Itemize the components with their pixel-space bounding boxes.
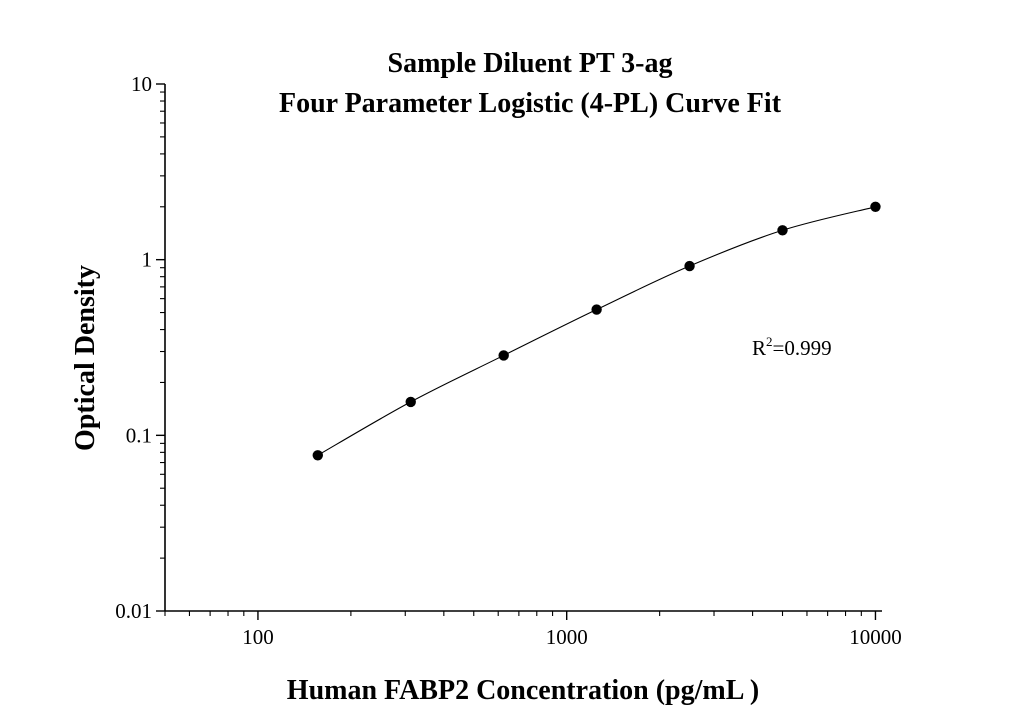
chart-title-line-1: Sample Diluent PT 3-ag xyxy=(388,48,673,79)
x-axis-label: Human FABP2 Concentration (pg/mL ) xyxy=(287,675,759,706)
data-point xyxy=(312,450,323,461)
data-points xyxy=(312,201,881,461)
x-axis-ticks: 100 1000 10000 xyxy=(164,611,902,649)
r-squared-value: =0.999 xyxy=(773,336,832,360)
chart-title-line-2: Four Parameter Logistic (4-PL) Curve Fit xyxy=(279,88,782,119)
r-squared-exponent: 2 xyxy=(766,334,773,349)
data-point xyxy=(498,350,509,361)
y-axis-ticks: 0.01 0.1 1 10 xyxy=(115,72,165,623)
x-tick-label: 10000 xyxy=(849,625,902,649)
y-tick-label: 0.1 xyxy=(126,423,152,447)
r-squared-annotation: R2=0.999 xyxy=(752,334,832,360)
fit-curve-line xyxy=(317,206,876,456)
data-point xyxy=(591,304,602,315)
y-axis-label: Optical Density xyxy=(70,265,101,451)
data-point xyxy=(870,201,881,212)
y-tick-label: 10 xyxy=(131,72,152,96)
x-tick-label: 1000 xyxy=(546,625,588,649)
data-point xyxy=(777,225,788,236)
y-tick-label: 1 xyxy=(142,248,153,272)
data-point xyxy=(405,396,416,408)
y-tick-label: 0.01 xyxy=(115,599,152,623)
data-point xyxy=(684,260,695,272)
x-tick-label: 100 xyxy=(242,625,274,649)
r-squared-base: R xyxy=(752,336,766,360)
